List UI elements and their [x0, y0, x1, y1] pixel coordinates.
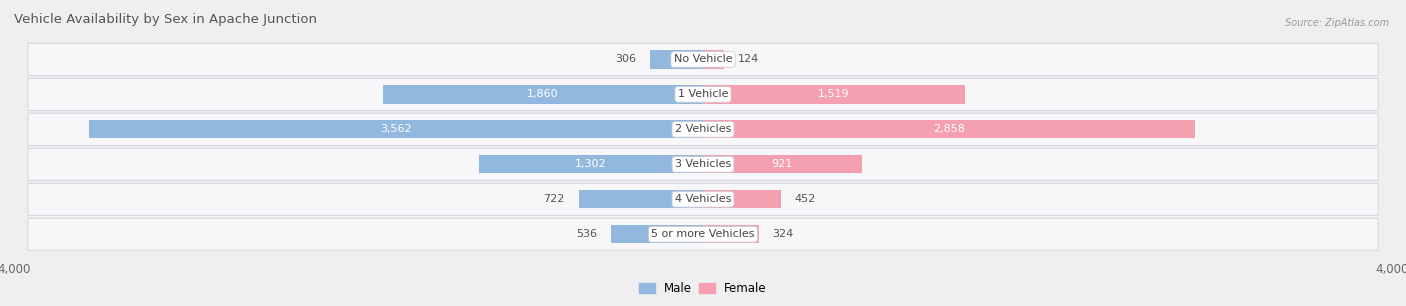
Text: 1,860: 1,860 — [527, 89, 558, 99]
Text: Vehicle Availability by Sex in Apache Junction: Vehicle Availability by Sex in Apache Ju… — [14, 13, 318, 26]
Text: 306: 306 — [616, 54, 637, 65]
Text: 2,858: 2,858 — [934, 125, 965, 134]
Text: No Vehicle: No Vehicle — [673, 54, 733, 65]
Text: 536: 536 — [576, 229, 598, 239]
FancyBboxPatch shape — [28, 218, 1378, 250]
Text: Source: ZipAtlas.com: Source: ZipAtlas.com — [1285, 18, 1389, 28]
Text: 1 Vehicle: 1 Vehicle — [678, 89, 728, 99]
Bar — [703, 190, 780, 208]
Bar — [703, 120, 1195, 139]
Bar — [703, 85, 965, 103]
Bar — [90, 120, 703, 139]
Bar — [382, 85, 703, 103]
Text: 921: 921 — [772, 159, 793, 169]
Bar — [703, 50, 724, 69]
Bar — [651, 50, 703, 69]
Legend: Male, Female: Male, Female — [634, 277, 772, 300]
FancyBboxPatch shape — [28, 43, 1378, 76]
FancyBboxPatch shape — [28, 78, 1378, 110]
Bar — [479, 155, 703, 174]
Text: 1,519: 1,519 — [818, 89, 849, 99]
Text: 5 or more Vehicles: 5 or more Vehicles — [651, 229, 755, 239]
Bar — [579, 190, 703, 208]
Bar — [610, 225, 703, 243]
FancyBboxPatch shape — [28, 183, 1378, 215]
Text: 124: 124 — [738, 54, 759, 65]
Text: 2 Vehicles: 2 Vehicles — [675, 125, 731, 134]
Text: 452: 452 — [794, 194, 815, 204]
Text: 3,562: 3,562 — [381, 125, 412, 134]
Text: 1,302: 1,302 — [575, 159, 606, 169]
Bar — [703, 225, 759, 243]
Text: 3 Vehicles: 3 Vehicles — [675, 159, 731, 169]
Text: 722: 722 — [544, 194, 565, 204]
FancyBboxPatch shape — [28, 148, 1378, 181]
Text: 324: 324 — [772, 229, 794, 239]
FancyBboxPatch shape — [28, 113, 1378, 145]
Bar — [703, 155, 862, 174]
Text: 4 Vehicles: 4 Vehicles — [675, 194, 731, 204]
